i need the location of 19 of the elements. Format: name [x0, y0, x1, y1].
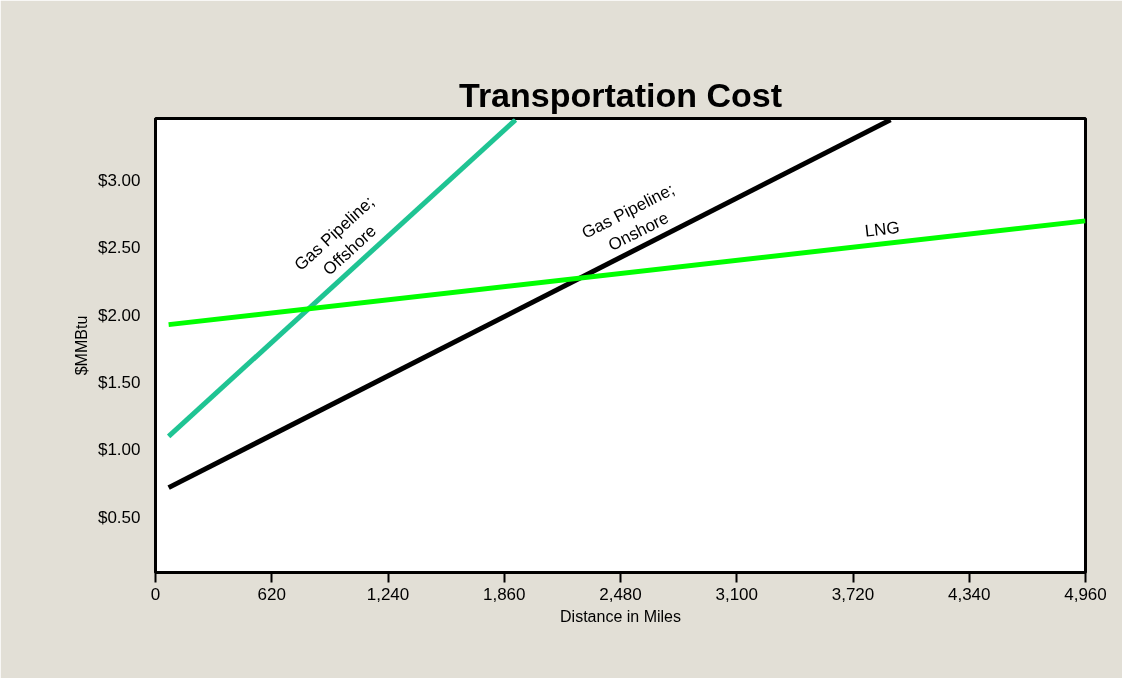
y-axis-title: $MMBtu [72, 315, 90, 376]
y-tick-label: $3.00 [97, 170, 141, 190]
y-tick-label: $0.50 [97, 507, 141, 527]
text: LNG [863, 217, 901, 241]
x-axis-title: Distance in Miles [560, 607, 681, 625]
y-tick-label: $1.00 [97, 440, 141, 460]
x-tick-label: 4,340 [947, 584, 991, 604]
x-tick-label: 1,860 [482, 584, 526, 604]
x-tick-label: 0 [150, 584, 161, 604]
y-tick-label: $1.50 [97, 373, 141, 393]
chart-title: Transportation Cost [458, 75, 783, 114]
x-tick-label: 1,240 [366, 584, 410, 604]
y-tick-label: $2.50 [97, 238, 141, 258]
x-tick-label: 2,480 [599, 584, 642, 604]
x-tick-label: 4,960 [1064, 584, 1107, 604]
y-tick-label: $2.00 [97, 305, 141, 325]
x-tick-label: 620 [257, 584, 286, 604]
x-tick-label: 3,100 [715, 584, 759, 604]
x-tick-label: 3,720 [831, 584, 875, 604]
